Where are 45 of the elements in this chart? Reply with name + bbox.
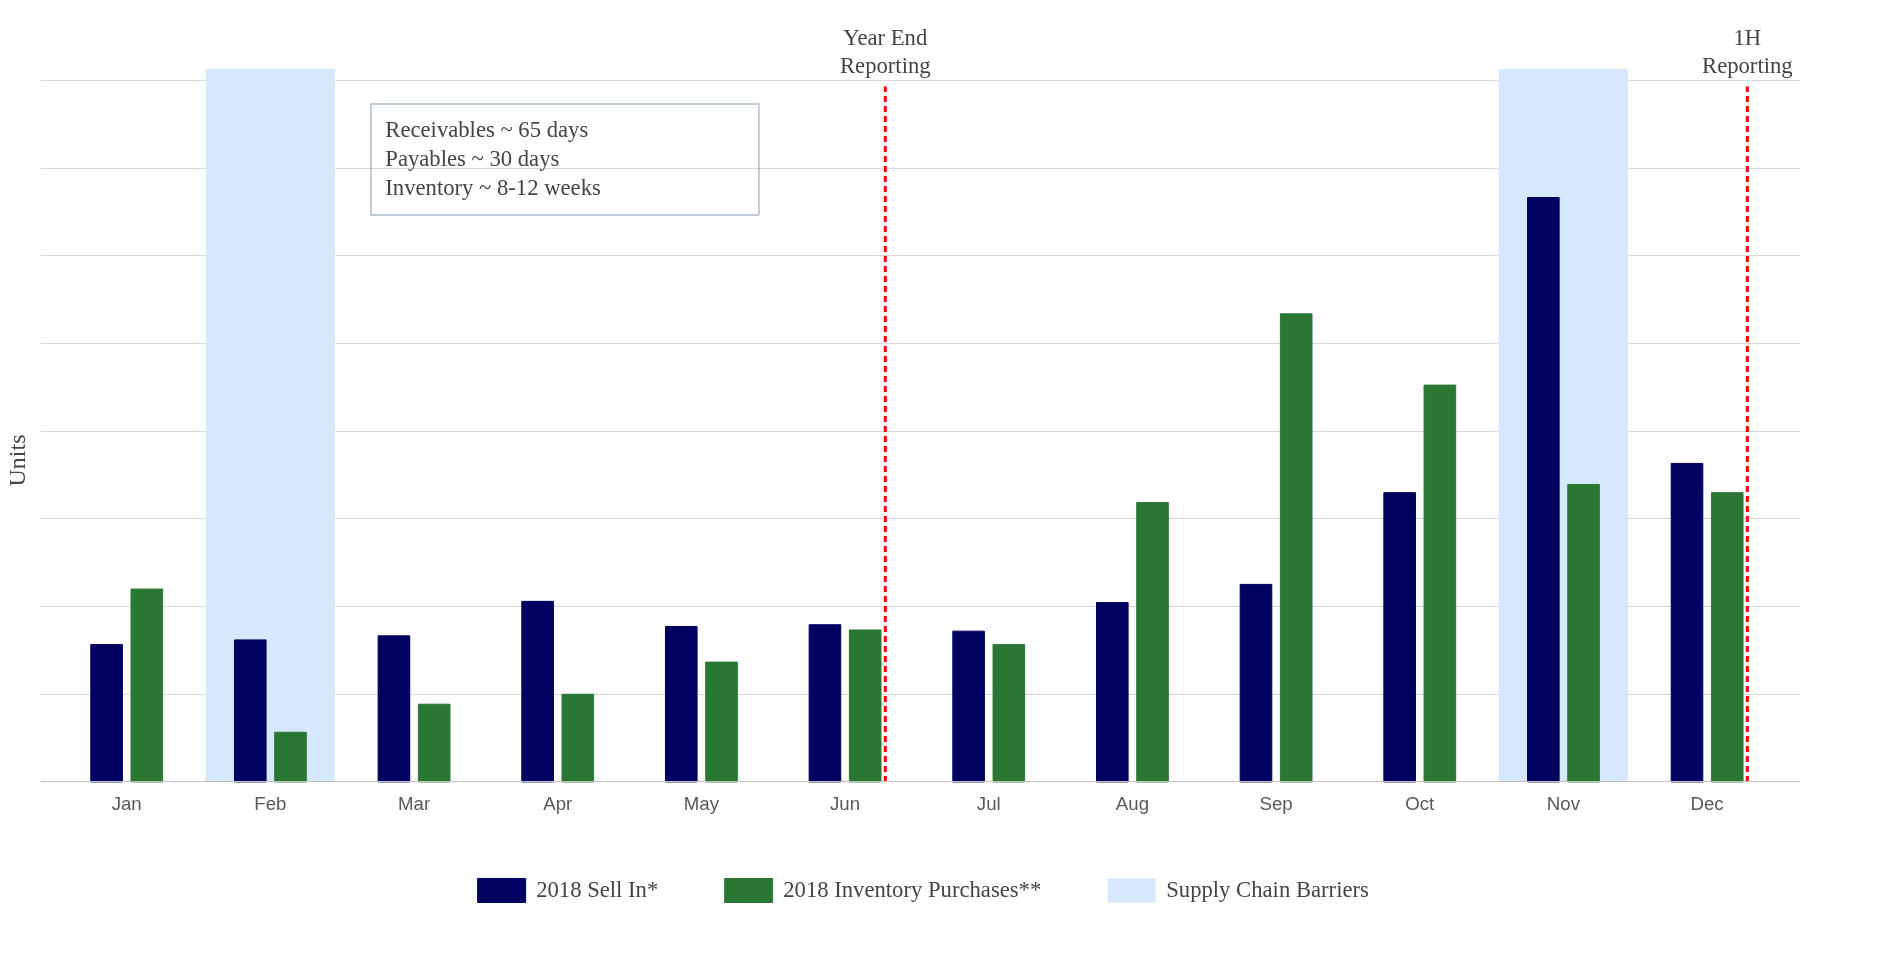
bar bbox=[1567, 483, 1600, 783]
bar bbox=[664, 625, 698, 783]
bar bbox=[808, 624, 842, 783]
legend-label: Supply Chain Barriers bbox=[1166, 877, 1369, 903]
bar bbox=[90, 644, 123, 783]
bar bbox=[1423, 384, 1457, 783]
bar bbox=[848, 629, 882, 783]
bar bbox=[1527, 197, 1560, 783]
x-tick-label: Jan bbox=[111, 792, 142, 814]
bar bbox=[1670, 462, 1704, 783]
x-tick-label: Feb bbox=[254, 792, 287, 814]
bar bbox=[274, 731, 307, 783]
x-tick-label: Jun bbox=[830, 792, 861, 814]
bar bbox=[233, 639, 267, 783]
bar bbox=[377, 635, 411, 783]
bar bbox=[1710, 492, 1744, 783]
bar bbox=[1279, 313, 1313, 783]
ref-line-label: 1H Reporting bbox=[1702, 25, 1793, 79]
x-tick-label: Dec bbox=[1690, 792, 1724, 814]
bar bbox=[705, 661, 738, 783]
text: Receivables ~ 65 days bbox=[385, 116, 589, 142]
x-tick-label: Mar bbox=[397, 792, 431, 814]
x-tick-label: Aug bbox=[1115, 792, 1150, 814]
x-tick-label: Apr bbox=[543, 792, 573, 814]
x-tick-label: Jul bbox=[976, 792, 1001, 814]
bar bbox=[992, 644, 1026, 783]
x-tick-label: Nov bbox=[1546, 792, 1581, 814]
bar bbox=[952, 630, 985, 783]
bar bbox=[130, 588, 164, 783]
bar bbox=[1239, 583, 1273, 783]
annotation: Inventory ~ 8-12 weeks bbox=[385, 175, 601, 201]
x-tick-label: Oct bbox=[1405, 792, 1436, 814]
bar bbox=[417, 703, 451, 783]
x-tick-label: Sep bbox=[1259, 792, 1293, 814]
x-tick-label: May bbox=[683, 792, 720, 814]
bar bbox=[561, 693, 595, 783]
bar bbox=[1383, 492, 1416, 783]
y-axis-title: Units bbox=[3, 434, 30, 487]
ref-line-label: Year End Reporting bbox=[839, 25, 931, 79]
legend-label: 2018 Sell In* bbox=[536, 877, 659, 903]
bar bbox=[1136, 502, 1169, 783]
text: Payables ~ 30 days bbox=[385, 146, 560, 172]
bar bbox=[521, 600, 554, 783]
legend-label: 2018 Inventory Purchases** bbox=[783, 877, 1042, 903]
bar bbox=[1096, 602, 1129, 783]
